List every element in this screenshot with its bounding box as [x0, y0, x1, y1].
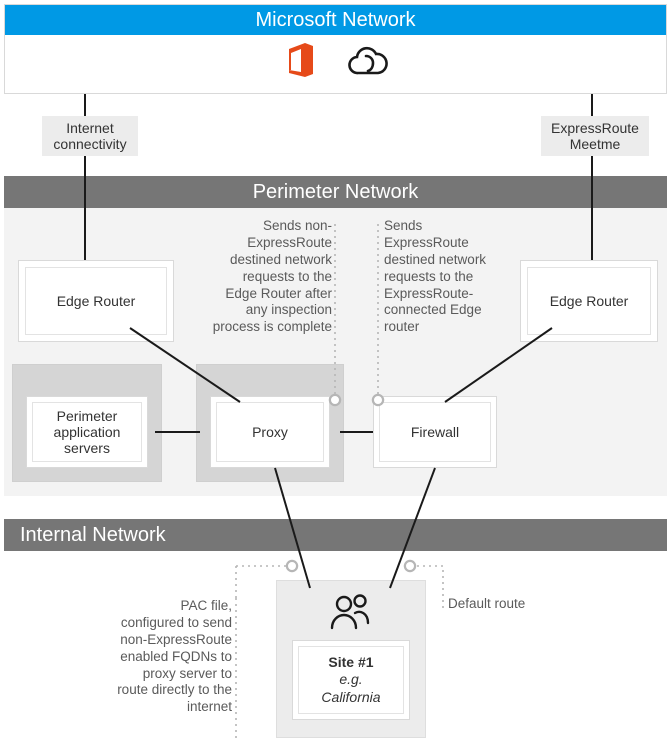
edge-router-right: Edge Router: [520, 260, 658, 342]
microsoft-network-band: Microsoft Network: [4, 4, 667, 94]
perimeter-app-servers-label: Perimeter application servers: [54, 408, 121, 456]
edge-router-right-label: Edge Router: [550, 293, 629, 309]
edge-router-left-label: Edge Router: [57, 293, 136, 309]
site1-title: Site #1: [328, 654, 373, 672]
firewall-node: Firewall: [373, 396, 497, 468]
perimeter-network-title: Perimeter Network: [4, 176, 667, 208]
pac-annotation: PAC file, configured to send non-Express…: [116, 598, 232, 716]
site1-sub: e.g. California: [321, 671, 380, 706]
microsoft-network-title: Microsoft Network: [5, 5, 666, 35]
firewall-label: Firewall: [411, 424, 459, 440]
internet-connectivity-label: Internet connectivity: [42, 116, 138, 156]
cloud-icon: [342, 44, 388, 79]
proxy-node: Proxy: [210, 396, 330, 468]
expressroute-meetme-label: ExpressRoute Meetme: [541, 116, 649, 156]
people-icon: [328, 592, 372, 633]
site1-node: Site #1 e.g. California: [292, 640, 410, 720]
office-icon: [283, 41, 317, 82]
proxy-annotation: Sends non-ExpressRoute destined network …: [208, 218, 332, 336]
edge-router-left: Edge Router: [18, 260, 174, 342]
perimeter-app-servers: Perimeter application servers: [26, 396, 148, 468]
internal-network-title: Internal Network: [4, 519, 667, 551]
firewall-annotation: Sends ExpressRoute destined network requ…: [384, 218, 504, 336]
default-route-annotation: Default route: [448, 596, 558, 613]
proxy-label: Proxy: [252, 424, 288, 440]
